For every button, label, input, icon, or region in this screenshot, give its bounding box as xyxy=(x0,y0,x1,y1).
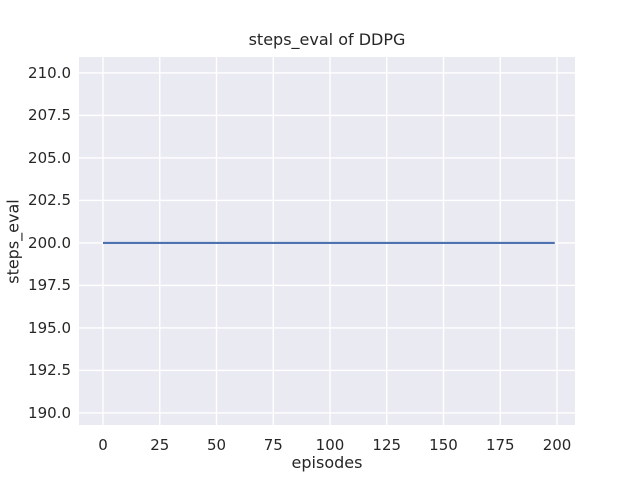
y-tick-label: 192.5 xyxy=(28,361,71,380)
x-tick-label: 200 xyxy=(542,436,572,454)
x-tick-label: 125 xyxy=(372,436,402,454)
chart-title: steps_eval of DDPG xyxy=(248,30,406,49)
y-tick-label: 195.0 xyxy=(28,318,71,337)
plot-canvas xyxy=(79,57,575,425)
x-tick-label: 100 xyxy=(315,436,345,454)
x-tick-label: 50 xyxy=(206,436,227,454)
y-tick-label: 202.5 xyxy=(28,191,71,210)
x-tick-label: 175 xyxy=(485,436,515,454)
y-tick-label: 205.0 xyxy=(28,148,71,167)
y-tick-label: 200.0 xyxy=(28,233,71,252)
x-tick-label: 75 xyxy=(263,436,283,454)
x-tick-label: 150 xyxy=(429,436,458,454)
y-tick-label: 210.0 xyxy=(28,63,71,82)
plot-area xyxy=(79,57,575,425)
x-axis-label: episodes xyxy=(291,453,363,472)
y-tick-label: 190.0 xyxy=(28,403,71,422)
x-tick-label: 25 xyxy=(150,436,170,454)
x-tick-label: 0 xyxy=(98,436,108,454)
y-tick-label: 207.5 xyxy=(28,106,71,125)
y-tick-label: 197.5 xyxy=(28,276,71,295)
